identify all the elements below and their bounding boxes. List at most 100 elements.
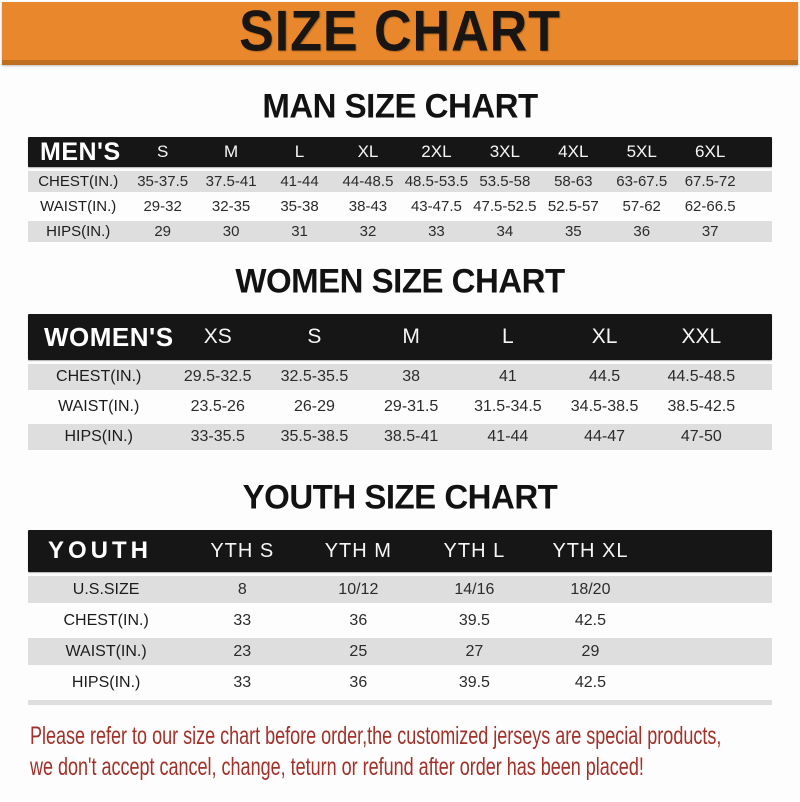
women-table-cell: 34.5-38.5 — [570, 398, 639, 415]
men-table-cell: 53.5-58 — [479, 173, 531, 190]
youth-table-cell: 8 — [237, 580, 247, 598]
women-table-cell: 38 — [402, 368, 421, 385]
men-column-header: 2XL — [421, 142, 452, 161]
disclaimer-line-2: we don't accept cancel, change, teturn o… — [30, 753, 644, 781]
men-table-cell: 29-32 — [143, 198, 182, 215]
men-row-label: CHEST(IN.) — [38, 173, 119, 190]
men-column-header: S — [156, 142, 169, 161]
women-column-header: XL — [591, 325, 618, 348]
women-row-label: CHEST(IN.) — [56, 368, 142, 385]
youth-table-cell: 39.5 — [458, 673, 490, 691]
men-table-cell: 38-43 — [348, 198, 388, 215]
women-table-cell: 29.5-32.5 — [183, 368, 252, 385]
youth-table-cell: 36 — [349, 673, 368, 691]
men-table-cell: 37.5-41 — [205, 173, 257, 190]
women-table-cell: 44.5 — [589, 368, 621, 385]
women-table-cell: 23.5-26 — [190, 398, 245, 415]
disclaimer: Please refer to our size chart before or… — [30, 721, 800, 783]
banner-title: SIZE CHART — [239, 0, 561, 63]
youth-row-label: HIPS(IN.) — [71, 673, 141, 691]
men-row-label: WAIST(IN.) — [40, 198, 117, 215]
men-table-cell: 31 — [291, 223, 308, 240]
youth-table-cell: 18/20 — [570, 580, 611, 598]
youth-table-corner-label: YOUTH — [48, 537, 152, 564]
youth-section-heading: YOUTH SIZE CHART — [242, 477, 558, 516]
youth-size-table: YOUTH YTH S YTH M YTH L YTH XL U.S.SIZE 8 10/12… — [28, 530, 772, 705]
youth-row-label: CHEST(IN.) — [63, 611, 149, 629]
youth-row-label: U.S.SIZE — [72, 580, 140, 598]
men-table-cell: 30 — [222, 223, 240, 240]
youth-table-cell: 33 — [233, 673, 252, 691]
youth-table-cell: 27 — [465, 642, 484, 660]
women-column-header: XS — [203, 325, 232, 348]
men-table-header: MEN'S S M L XL 2XL 3XL 4XL 5XL 6XL — [28, 137, 772, 167]
women-table-cell: 47-50 — [680, 428, 722, 445]
youth-table-cell: 14/16 — [454, 580, 495, 598]
women-row-label: HIPS(IN.) — [64, 428, 133, 445]
women-size-table: WOMEN'S XS S M L XL XXL CHEST(IN.) 29.5-32.5 32.5… — [28, 314, 772, 450]
men-table-corner-label: MEN'S — [40, 137, 121, 166]
men-column-header: M — [224, 142, 239, 161]
women-table-cell: 44-47 — [584, 428, 626, 445]
women-table-row: WAIST(IN.) 23.5-26 26-29 29-31.5 31.5-34.5 34… — [28, 394, 772, 420]
women-table-cell: 31.5-34.5 — [474, 398, 542, 415]
women-table-cell: 33-35.5 — [190, 428, 245, 445]
women-table-header: WOMEN'S XS S M L XL XXL — [28, 314, 772, 360]
youth-table-row: HIPS(IN.) 33 36 39.5 42.5 — [28, 669, 772, 696]
women-table-cell: 35.5-38.5 — [280, 428, 349, 445]
men-table-cell: 57-62 — [622, 198, 661, 215]
youth-table-cell: 39.5 — [458, 611, 490, 629]
men-table-cell: 52.5-57 — [547, 198, 599, 215]
women-table-cell: 41-44 — [487, 428, 529, 445]
youth-table-cell: 29 — [581, 642, 600, 660]
men-table-cell: 35-37.5 — [137, 173, 189, 190]
men-table-cell: 35 — [564, 223, 582, 240]
youth-table-cell: 36 — [349, 611, 368, 629]
disclaimer-line-1: Please refer to our size chart before or… — [30, 722, 722, 750]
youth-column-header: YTH M — [324, 539, 392, 562]
women-column-header: M — [402, 325, 420, 348]
men-column-header: L — [294, 142, 305, 161]
men-table-cell: 58-63 — [554, 173, 593, 190]
men-table-cell: 32 — [359, 223, 377, 240]
women-table-corner-label: WOMEN'S — [44, 321, 174, 352]
men-column-header: XL — [357, 142, 379, 161]
men-table-cell: 62-66.5 — [684, 198, 736, 215]
men-table-cell: 29 — [154, 223, 171, 240]
men-table-cell: 48.5-53.5 — [404, 173, 469, 190]
men-row-label: HIPS(IN.) — [46, 223, 111, 240]
youth-table-row: WAIST(IN.) 23 25 27 29 — [28, 638, 772, 665]
men-table-cell: 41-44 — [280, 173, 319, 190]
men-table-cell: 37 — [701, 223, 719, 240]
men-table-cell: 35-38 — [280, 198, 319, 215]
youth-table-row: CHEST(IN.) 33 36 39.5 42.5 — [28, 607, 772, 634]
men-table-cell: 32-35 — [211, 198, 251, 215]
women-column-header: L — [502, 325, 514, 348]
men-table-row: WAIST(IN.) 29-32 32-35 35-38 38-43 43-47.5 47.… — [28, 196, 772, 217]
men-table-row: CHEST(IN.) 35-37.5 37.5-41 41-44 44-48.5 48.5… — [28, 171, 772, 192]
men-column-header: 5XL — [626, 142, 657, 161]
youth-table-cell: 42.5 — [574, 673, 607, 691]
men-size-table: MEN'S S M L XL 2XL 3XL 4XL 5XL 6XL CHEST(IN.) 35-37… — [28, 137, 772, 242]
women-table-cell: 44.5-48.5 — [667, 368, 736, 385]
youth-table-cell: 25 — [349, 642, 368, 660]
youth-column-header: YTH S — [210, 539, 275, 562]
men-table-cell: 34 — [496, 223, 514, 240]
women-table-cell: 29-31.5 — [384, 398, 439, 415]
men-column-header: 6XL — [695, 142, 726, 161]
women-table-cell: 41 — [498, 368, 517, 385]
women-table-row: CHEST(IN.) 29.5-32.5 32.5-35.5 38 41 44.5 44.5… — [28, 364, 772, 390]
men-column-header: 3XL — [489, 142, 520, 161]
men-table-cell: 44-48.5 — [342, 173, 394, 190]
women-table-cell: 38.5-41 — [384, 428, 439, 445]
youth-table-cell: 23 — [233, 642, 252, 660]
men-table-cell: 43-47.5 — [410, 198, 462, 215]
women-table-cell: 26-29 — [293, 398, 335, 415]
youth-table-cell: 33 — [233, 611, 252, 629]
men-column-header: 4XL — [558, 142, 589, 161]
size-chart-banner: SIZE CHART — [2, 2, 798, 65]
youth-column-header: YTH XL — [552, 539, 629, 562]
youth-table-row: U.S.SIZE 8 10/12 14/16 18/20 — [28, 576, 772, 603]
women-column-header: XXL — [681, 325, 722, 348]
